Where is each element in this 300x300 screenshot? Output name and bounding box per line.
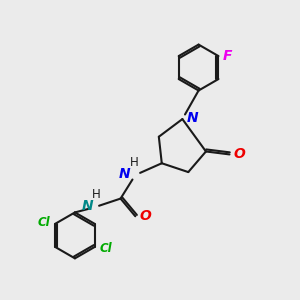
Text: O: O	[139, 209, 151, 223]
Text: O: O	[234, 147, 245, 161]
Text: F: F	[223, 49, 233, 63]
Text: Cl: Cl	[99, 242, 112, 254]
Text: Cl: Cl	[38, 216, 51, 229]
Text: H: H	[92, 188, 101, 201]
Text: H: H	[130, 155, 139, 169]
Text: N: N	[187, 111, 199, 125]
Text: N: N	[118, 167, 130, 181]
Text: N: N	[82, 199, 93, 213]
